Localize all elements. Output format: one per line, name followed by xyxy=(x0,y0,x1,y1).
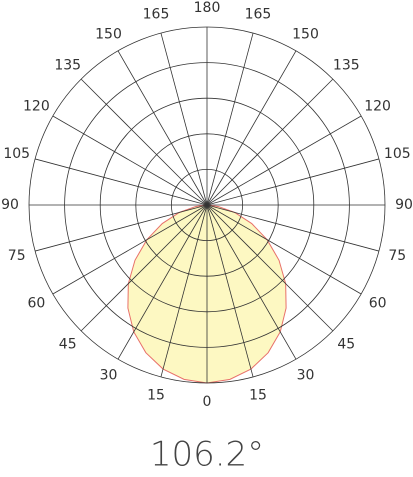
angle-tick-label: 0 xyxy=(203,394,212,410)
angle-tick-label: 135 xyxy=(54,58,81,74)
angle-tick-label: 105 xyxy=(3,146,30,162)
angle-tick-label: 45 xyxy=(337,336,355,352)
grid-spoke xyxy=(206,158,380,206)
angle-tick-label: 120 xyxy=(364,99,391,115)
grid-spoke xyxy=(52,115,208,206)
grid-spoke xyxy=(52,204,208,295)
angle-tick-label: 180 xyxy=(194,0,221,16)
angle-tick-label: 45 xyxy=(59,336,77,352)
angle-tick-label: 75 xyxy=(388,248,406,264)
grid-spoke xyxy=(34,158,208,206)
grid-spoke xyxy=(206,204,362,295)
angle-tick-label: 105 xyxy=(384,146,411,162)
grid-spoke xyxy=(80,204,208,332)
beam-angle: 106.2° xyxy=(150,435,264,475)
grid-spoke xyxy=(160,204,208,378)
angle-tick-label: 15 xyxy=(249,387,267,403)
angle-tick-label: 150 xyxy=(95,26,122,42)
angle-tick-label: 165 xyxy=(245,7,272,23)
grid-spoke xyxy=(206,50,297,206)
angle-tick-label: 75 xyxy=(8,248,26,264)
grid-spoke xyxy=(80,78,208,206)
angle-tick-label: 150 xyxy=(292,26,319,42)
angle-tick-label: 30 xyxy=(297,368,315,384)
angle-tick-label: 135 xyxy=(333,58,360,74)
grid-spoke xyxy=(206,78,334,206)
grid-spoke xyxy=(206,204,380,252)
grid-spoke xyxy=(206,32,254,206)
grid-spoke xyxy=(117,204,208,360)
angle-tick-label: 90 xyxy=(395,197,413,213)
angle-tick-label: 30 xyxy=(100,368,118,384)
grid-spoke xyxy=(206,204,334,332)
angle-tick-label: 60 xyxy=(27,296,45,312)
grid-spoke xyxy=(206,204,297,360)
angle-tick-label: 120 xyxy=(23,99,50,115)
angle-tick-label: 15 xyxy=(147,387,165,403)
angle-tick-label: 90 xyxy=(1,197,19,213)
angle-tick-label: 165 xyxy=(143,7,170,23)
grid-spoke xyxy=(206,204,254,378)
grid-spoke xyxy=(160,32,208,206)
angle-tick-label: 60 xyxy=(369,296,387,312)
grid-spoke xyxy=(117,50,208,206)
grid-spoke xyxy=(206,115,362,206)
grid-spoke xyxy=(34,204,208,252)
